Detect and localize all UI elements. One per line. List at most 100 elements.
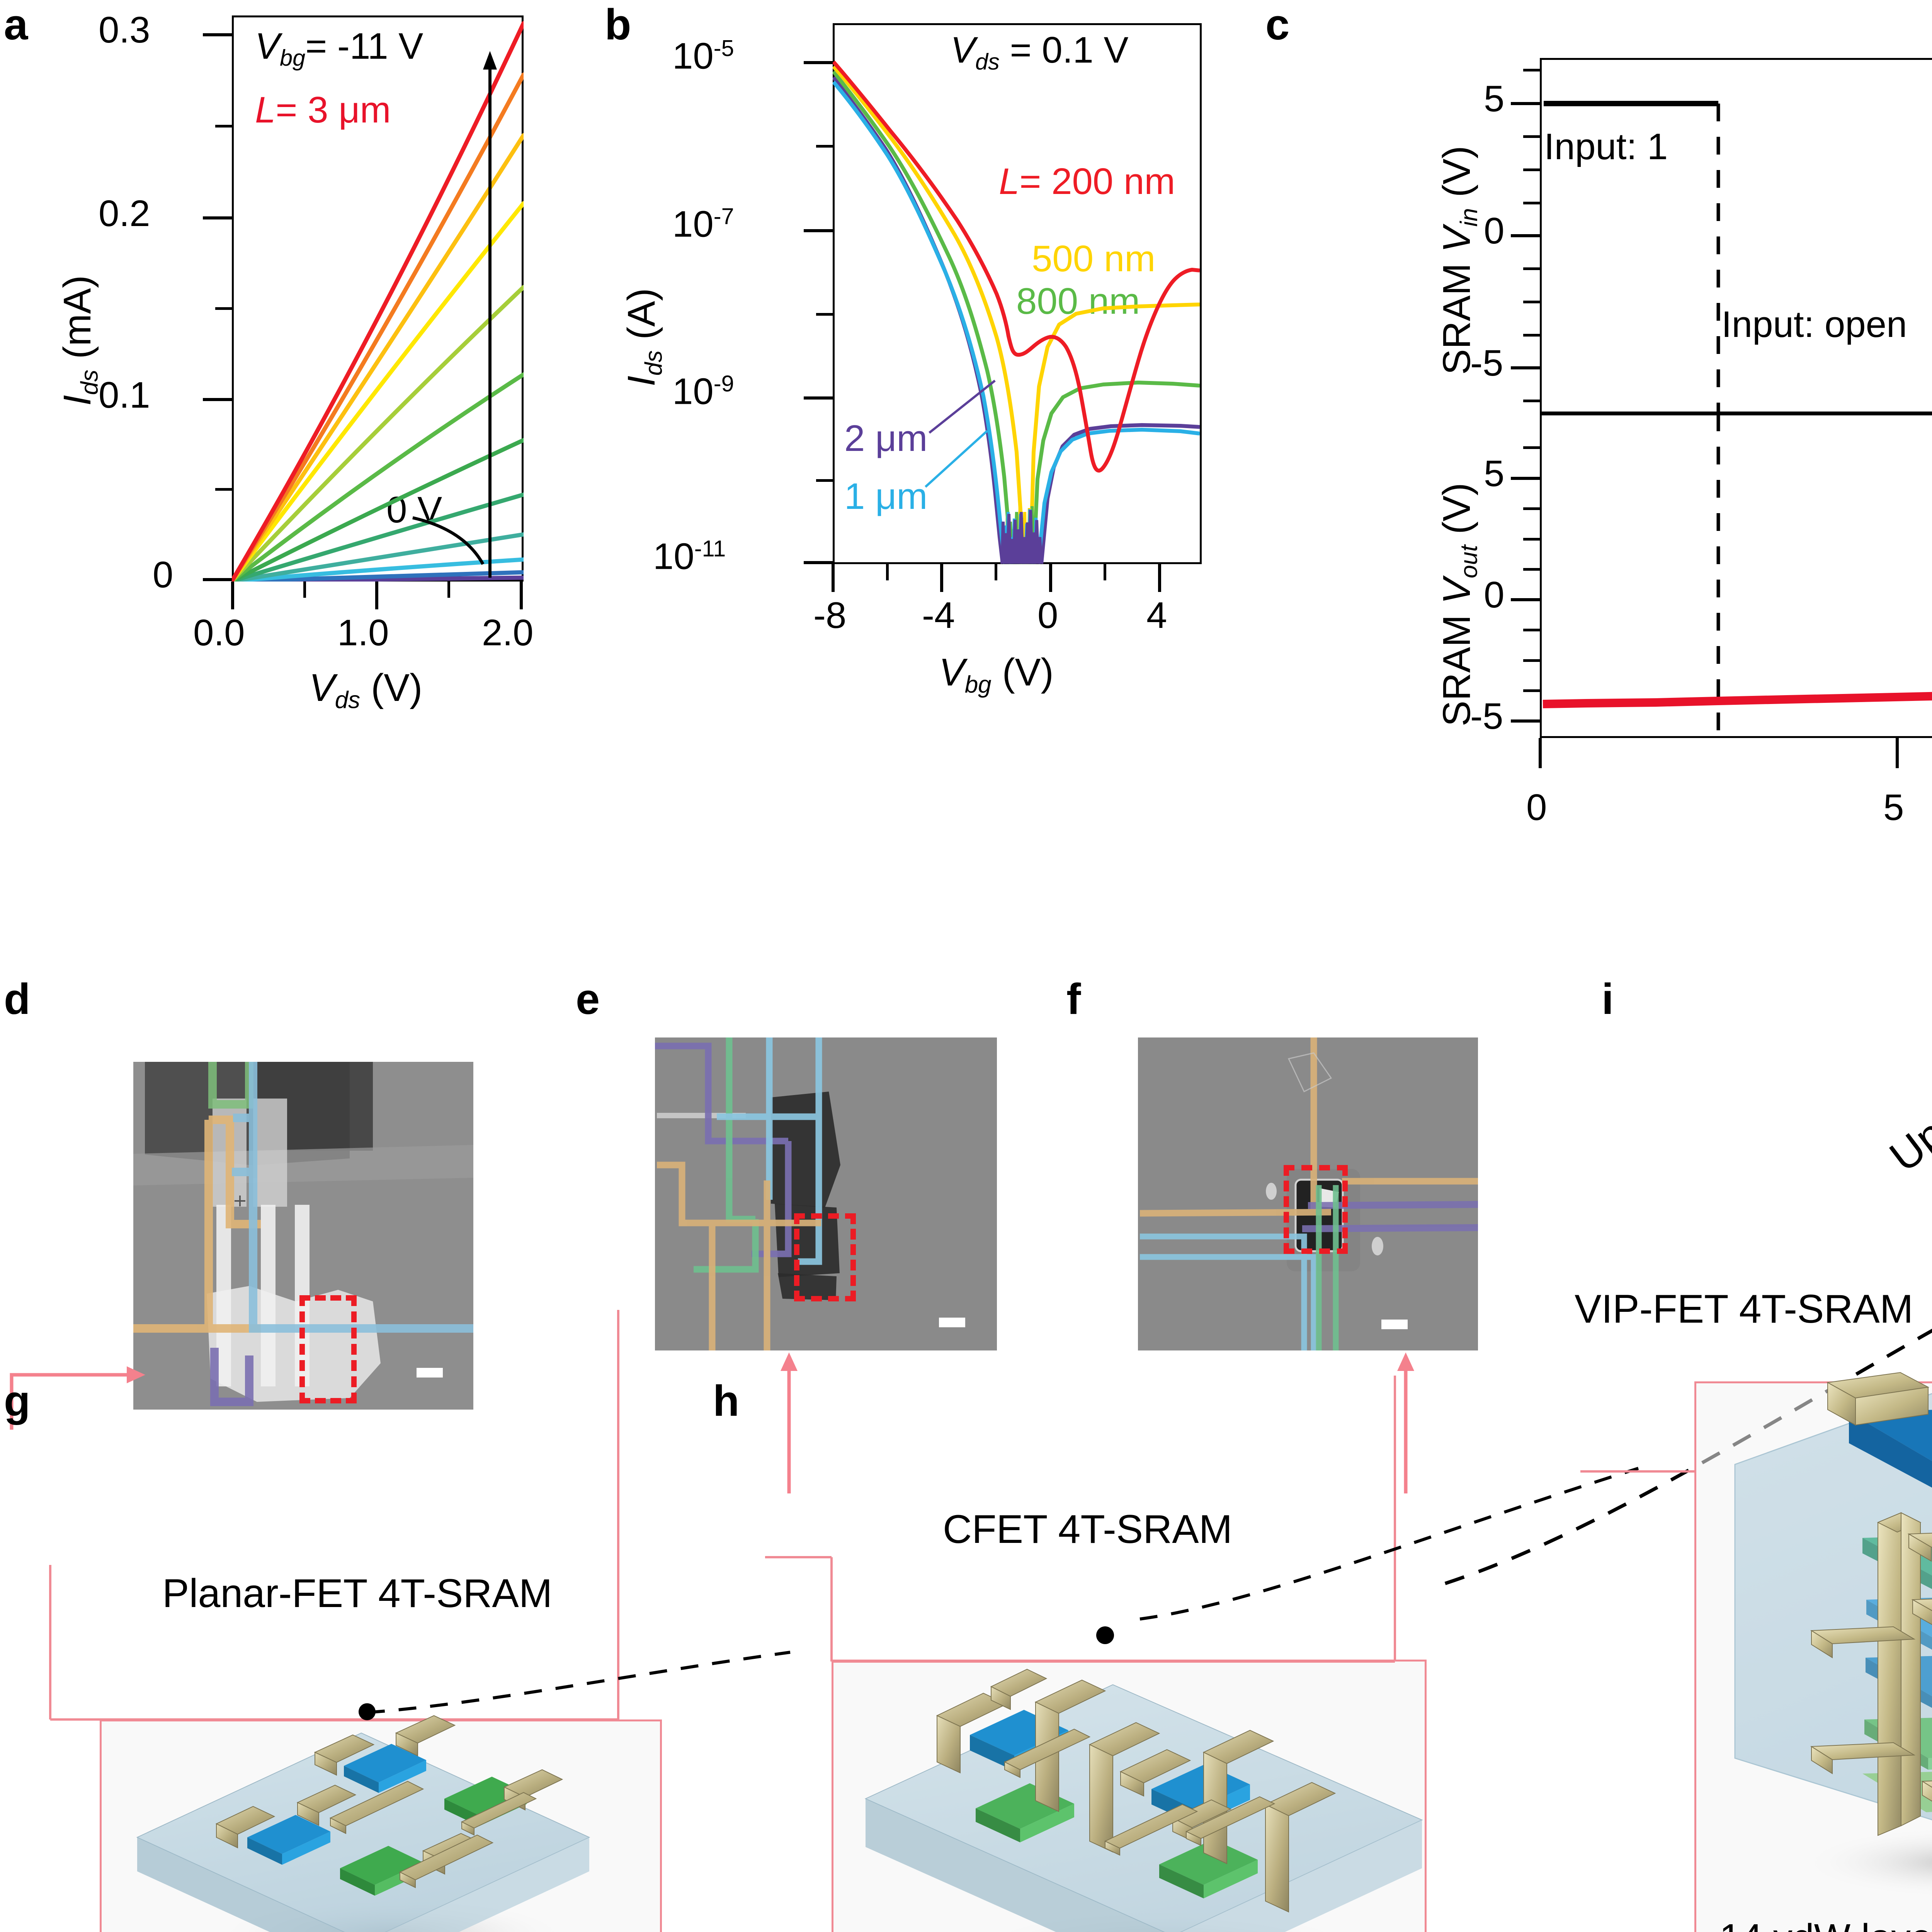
panel-a-ytick-major [203,578,233,581]
panel-g-3d-render [136,1703,590,1932]
panel-c-vin-ytick-minor [1523,301,1541,303]
panel-b-ytick-minor [816,313,834,316]
panel-i-title: VIP-FET 4T-SRAM [1575,1287,1913,1332]
panel-c-vout-ytick-major [1511,598,1541,601]
panel-c-vout-ytick-minor [1523,629,1541,631]
panel-b-xaxis-title: Vbg (V) [939,651,1054,698]
panel-f-sem-image [1138,1037,1478,1350]
panel-c-vout-ytick-label: 5 [1484,453,1505,494]
panel-a-xaxis-title: Vds (V) [309,666,423,714]
panel-a-ytick-label: 0.3 [99,9,150,51]
panel-h-to-i-dashed-line [1139,1467,1639,1621]
panel-a-xtick-major [375,582,378,609]
panel-a-xtick-minor [303,582,306,598]
panel-c-vout-ytick-minor [1523,538,1541,541]
panel-b-xtick-major [832,564,835,592]
panel-g-to-h-dashed-line [367,1651,791,1714]
panel-c-vin-ytick-minor [1523,69,1541,71]
panel-i-layers-label: 14 vdW layers [1719,1917,1932,1932]
panel-e-roi-dashed-box [794,1213,856,1301]
panel-b-ytick-major [804,561,834,564]
panel-a-xtick-label: 1.0 [337,612,389,653]
panel-c-vout-ytick-minor [1523,446,1541,449]
panel-f-scale-bar [1381,1320,1408,1329]
panel-c-vout-ytick-label: -5 [1470,696,1503,737]
panel-b-ytick-major [804,396,834,400]
panel-label-d: d [4,975,31,1023]
panel-a-curves [232,21,524,582]
panel-d-callout-arrow [10,1366,145,1430]
panel-label-g: g [4,1377,31,1425]
panel-h-title: CFET 4T-SRAM [943,1507,1233,1552]
panel-b-ytick-minor [816,145,834,148]
panel-label-i: i [1602,975,1614,1023]
panel-b-xtick-minor [886,564,889,580]
panel-a-xtick-major [231,582,234,609]
panel-b-ytick-major [804,229,834,232]
panel-b-legend-1um: 1 μm [844,476,928,517]
panel-d-scale-bar [417,1368,443,1378]
panel-b-legend-2um: 2 μm [844,418,928,459]
panel-a-xtick-minor [447,582,450,598]
panel-b-ytick-label: 10-5 [672,35,734,77]
panel-h-leader-lines [765,1376,1396,1663]
panel-h-3d-render [864,1626,1423,1932]
panel-b-ytick-label: 10-7 [672,203,734,245]
panel-a-xtick-label: 2.0 [482,612,534,653]
panel-a-xtick-label: 0.0 [193,612,245,653]
panel-b-ytick-label: 10-11 [653,536,726,577]
panel-b-yaxis-title: Ids (A) [620,288,667,386]
panel-b-ytick-minor [816,479,834,482]
panel-i-leader-lines [1580,1470,1695,1473]
panel-b-legend-200nm: L= 200 nm [999,161,1175,202]
panel-a-vbg-annotation: Vbg= -11 V [255,26,423,71]
panel-label-h: h [713,1377,740,1425]
panel-c-vout-ytick-major [1511,477,1541,480]
panel-c-vout-ytick-label: 0 [1484,574,1505,616]
panel-d-roi-dashed-box [299,1295,357,1403]
panel-c-xtick-label: 0 [1526,787,1547,828]
panel-a-ytick-major [203,398,233,401]
panel-c-vout-ytick-minor [1523,689,1541,692]
panel-a-ytick-minor [215,307,233,310]
panel-c-vin-ytick-minor [1523,168,1541,171]
panel-b-xtick-minor [1104,564,1106,580]
panel-c-vin-yaxis-title: SRAM Vin (V) [1435,146,1483,375]
panel-f-callout-arrow [1397,1352,1414,1493]
panel-a-yaxis-title: Ids (mA) [56,275,103,406]
panel-c-input-label-open-1: Input: open [1721,304,1907,345]
panel-c-vin-trace [1544,101,1720,413]
panel-e-callout-arrow [781,1352,798,1493]
panel-c-vout-plot-frame [1540,413,1932,738]
panel-i-3d-render [1734,1372,1932,1899]
panel-b-xtick-label: 4 [1146,595,1167,636]
panel-c-vin-ytick-major [1511,102,1541,105]
panel-c-vin-ytick-minor [1523,334,1541,337]
panel-c-vout-ytick-major [1511,719,1541,723]
panel-c-vout-trace [1543,413,1932,738]
panel-a-length-annotation: L= 3 μm [255,89,391,131]
panel-g-leader-lines [49,1310,619,1721]
panel-c-vin-ytick-minor [1523,135,1541,138]
panel-c-xtick-major [1896,738,1899,768]
panel-b-xtick-label: 0 [1037,595,1058,636]
panel-c-vin-ytick-minor [1523,267,1541,270]
panel-a-ytick-label: 0.1 [99,374,150,416]
panel-e-sem-image [655,1037,997,1350]
panel-b-ytick-major [804,61,834,64]
panel-b-xtick-label: -8 [813,595,847,636]
panel-b-ytick-label: 10-9 [672,371,734,412]
panel-b-xtick-major [1049,564,1052,592]
panel-a-ytick-label: 0 [153,554,173,595]
panel-c-vout-ytick-minor [1523,568,1541,571]
panel-label-b: b [605,0,631,49]
panel-label-c: c [1265,0,1290,49]
panel-a-xtick-major [520,582,523,609]
panel-c-vin-ytick-minor [1523,400,1541,402]
panel-c-vout-ytick-minor [1523,507,1541,510]
panel-b-curves [833,60,1200,564]
panel-c-vin-ytick-major [1511,234,1541,237]
panel-c-xtick-major [1539,738,1542,768]
panel-a-ytick-label: 0.2 [99,193,150,234]
panel-a-ytick-major [203,216,233,219]
